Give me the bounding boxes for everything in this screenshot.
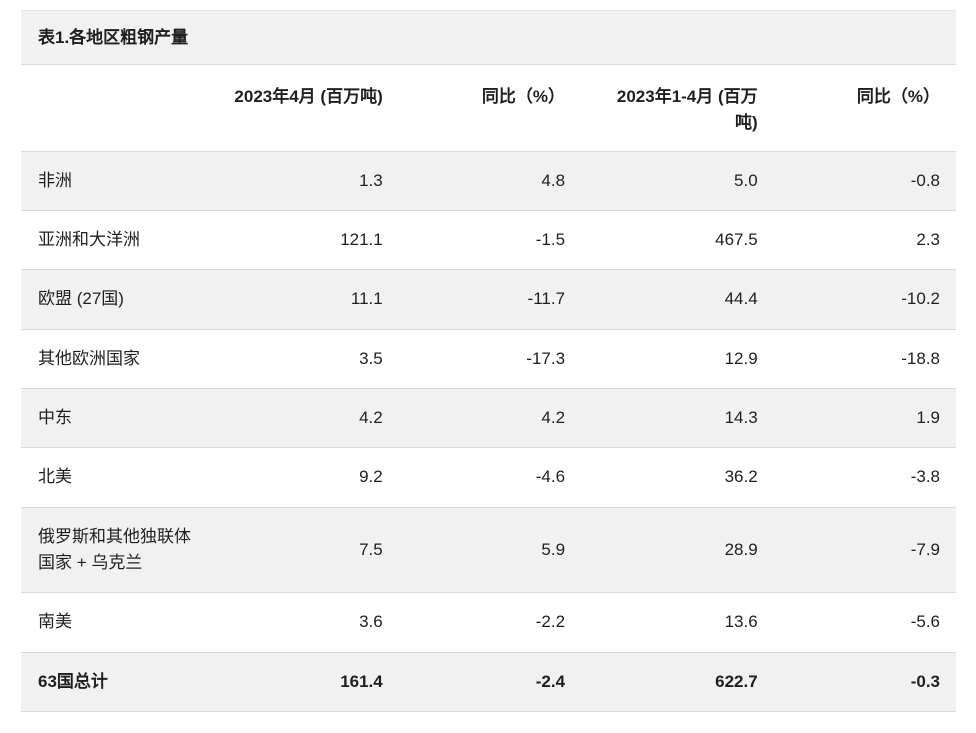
- crude-steel-production-table-card: 表1.各地区粗钢产量 2023年4月 (百万吨) 同比（%） 2023年1-4月…: [21, 10, 956, 713]
- yoy-apr-cell: 4.2: [398, 388, 582, 449]
- yoy-jan-apr-cell: -0.8: [773, 151, 956, 212]
- table-body: 非洲 1.3 4.8 5.0 -0.8 亚洲和大洋洲 121.1 -1.5 46…: [21, 151, 956, 653]
- region-cell: 其他欧洲国家: [21, 329, 214, 390]
- yoy-apr-cell: -17.3: [398, 329, 582, 390]
- yoy-jan-apr-cell: -3.8: [773, 447, 956, 508]
- apr-value-cell: 1.3: [213, 151, 399, 212]
- yoy-jan-apr-cell: -10.2: [773, 269, 956, 330]
- table-row: 欧盟 (27国) 11.1 -11.7 44.4 -10.2: [21, 269, 956, 330]
- table-row: 中东 4.2 4.2 14.3 1.9: [21, 388, 956, 449]
- jan-apr-value-cell: 13.6: [581, 592, 774, 653]
- yoy-jan-apr-cell: -5.6: [773, 592, 956, 653]
- yoy-apr-cell: 4.8: [398, 151, 582, 212]
- header-jan-apr-2023: 2023年1-4月 (百万吨): [581, 65, 774, 152]
- yoy-apr-cell: -1.5: [398, 210, 582, 271]
- header-apr-2023: 2023年4月 (百万吨): [213, 65, 399, 152]
- yoy-jan-apr-cell: 1.9: [773, 388, 956, 449]
- region-cell: 中东: [21, 388, 214, 449]
- region-cell: 非洲: [21, 151, 214, 212]
- region-cell: 俄罗斯和其他独联体国家 + 乌克兰: [21, 507, 214, 594]
- region-cell: 亚洲和大洋洲: [21, 210, 214, 271]
- total-yoy-jan-apr-cell: -0.3: [773, 652, 956, 713]
- table-footer: 63国总计 161.4 -2.4 622.7 -0.3: [21, 652, 956, 713]
- total-yoy-apr-cell: -2.4: [398, 652, 582, 713]
- apr-value-cell: 4.2: [213, 388, 399, 449]
- apr-value-cell: 7.5: [213, 507, 399, 594]
- table-row: 亚洲和大洋洲 121.1 -1.5 467.5 2.3: [21, 210, 956, 271]
- jan-apr-value-cell: 14.3: [581, 388, 774, 449]
- jan-apr-value-cell: 44.4: [581, 269, 774, 330]
- yoy-jan-apr-cell: -7.9: [773, 507, 956, 594]
- yoy-apr-cell: 5.9: [398, 507, 582, 594]
- yoy-jan-apr-cell: 2.3: [773, 210, 956, 271]
- apr-value-cell: 11.1: [213, 269, 399, 330]
- region-cell: 欧盟 (27国): [21, 269, 214, 330]
- header-row: 2023年4月 (百万吨) 同比（%） 2023年1-4月 (百万吨) 同比（%…: [21, 65, 956, 152]
- region-cell: 南美: [21, 592, 214, 653]
- yoy-apr-cell: -4.6: [398, 447, 582, 508]
- apr-value-cell: 121.1: [213, 210, 399, 271]
- table-title: 表1.各地区粗钢产量: [21, 10, 956, 65]
- table-row: 非洲 1.3 4.8 5.0 -0.8: [21, 151, 956, 212]
- yoy-apr-cell: -2.2: [398, 592, 582, 653]
- region-cell: 北美: [21, 447, 214, 508]
- apr-value-cell: 3.5: [213, 329, 399, 390]
- total-row: 63国总计 161.4 -2.4 622.7 -0.3: [21, 652, 956, 713]
- jan-apr-value-cell: 5.0: [581, 151, 774, 212]
- jan-apr-value-cell: 28.9: [581, 507, 774, 594]
- table-row: 北美 9.2 -4.6 36.2 -3.8: [21, 447, 956, 508]
- table-row: 俄罗斯和其他独联体国家 + 乌克兰 7.5 5.9 28.9 -7.9: [21, 507, 956, 594]
- total-jan-apr-value-cell: 622.7: [581, 652, 774, 713]
- total-apr-value-cell: 161.4: [213, 652, 399, 713]
- header-yoy-apr: 同比（%）: [398, 65, 582, 152]
- apr-value-cell: 9.2: [213, 447, 399, 508]
- apr-value-cell: 3.6: [213, 592, 399, 653]
- jan-apr-value-cell: 12.9: [581, 329, 774, 390]
- table-row: 南美 3.6 -2.2 13.6 -5.6: [21, 592, 956, 653]
- jan-apr-value-cell: 36.2: [581, 447, 774, 508]
- yoy-apr-cell: -11.7: [398, 269, 582, 330]
- table-header: 2023年4月 (百万吨) 同比（%） 2023年1-4月 (百万吨) 同比（%…: [21, 65, 956, 152]
- table-row: 其他欧洲国家 3.5 -17.3 12.9 -18.8: [21, 329, 956, 390]
- jan-apr-value-cell: 467.5: [581, 210, 774, 271]
- header-region: [21, 65, 214, 152]
- crude-steel-data-table: 2023年4月 (百万吨) 同比（%） 2023年1-4月 (百万吨) 同比（%…: [21, 65, 956, 713]
- yoy-jan-apr-cell: -18.8: [773, 329, 956, 390]
- header-yoy-jan-apr: 同比（%）: [773, 65, 956, 152]
- total-label-cell: 63国总计: [21, 652, 214, 713]
